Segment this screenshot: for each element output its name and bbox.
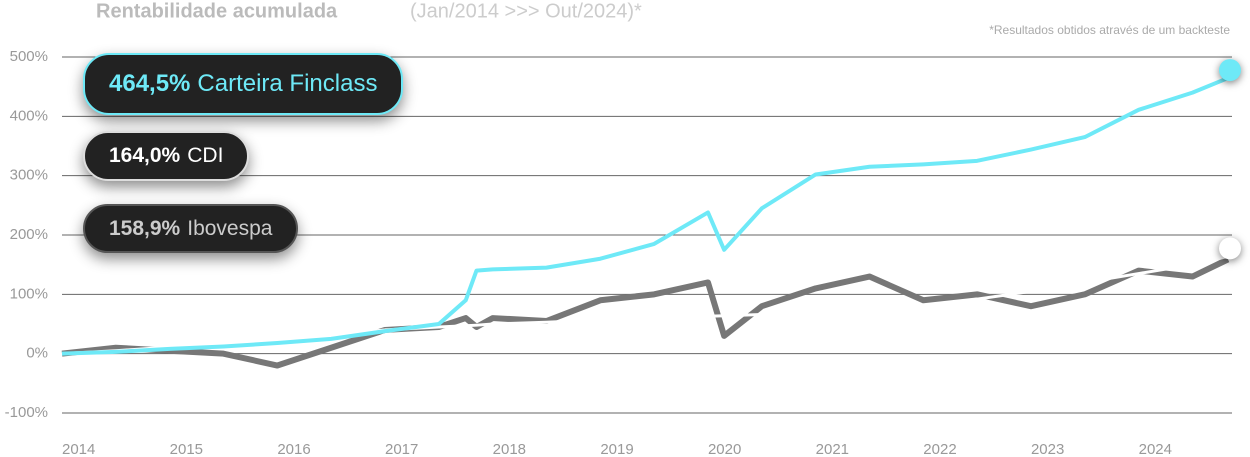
x-tick-label: 2020 (708, 441, 741, 457)
x-tick-label: 2014 (62, 441, 95, 457)
x-tick-label: 2015 (170, 441, 203, 457)
x-tick-label: 2022 (923, 441, 956, 457)
x-tick-label: 2017 (385, 441, 418, 457)
note: *Resultados obtidos através de um backte… (989, 23, 1230, 37)
y-tick-label: -100% (5, 404, 48, 421)
y-tick-label: 300% (10, 167, 48, 184)
x-tick-label: 2024 (1139, 441, 1172, 457)
x-tick-label: 2019 (600, 441, 633, 457)
y-tick-label: 100% (10, 285, 48, 302)
series-line (61, 254, 1229, 356)
legend-item: 158,9% Ibovespa (83, 204, 299, 253)
series-line (61, 256, 1230, 369)
series-line (61, 76, 1229, 356)
legend-item: 464,5% Carteira Finclass (83, 53, 404, 115)
chart-title: Rentabilidade acumulada (96, 0, 338, 22)
y-tick-label: 0% (26, 345, 48, 362)
end-dot (1219, 59, 1241, 82)
x-tick-label: 2018 (493, 441, 526, 457)
legend-total: 164,0% (109, 144, 181, 167)
y-tick-label: 500% (10, 48, 48, 65)
legend-label: Ibovespa (187, 216, 273, 240)
legend-label: Carteira Finclass (197, 70, 378, 97)
y-tick-label: 200% (10, 226, 48, 243)
legend-total: 464,5% (109, 70, 191, 97)
legend-total: 158,9% (109, 216, 181, 240)
legend-item: 164,0% CDI (83, 131, 250, 181)
x-tick-label: 2016 (277, 441, 310, 457)
y-tick-label: 400% (10, 107, 48, 124)
end-dot (1219, 237, 1241, 260)
chart-subtitle: (Jan/2014 >>> Out/2024)* (410, 0, 642, 22)
x-tick-label: 2021 (816, 441, 849, 457)
legend-label: CDI (187, 144, 224, 167)
x-tick-label: 2023 (1031, 441, 1064, 457)
